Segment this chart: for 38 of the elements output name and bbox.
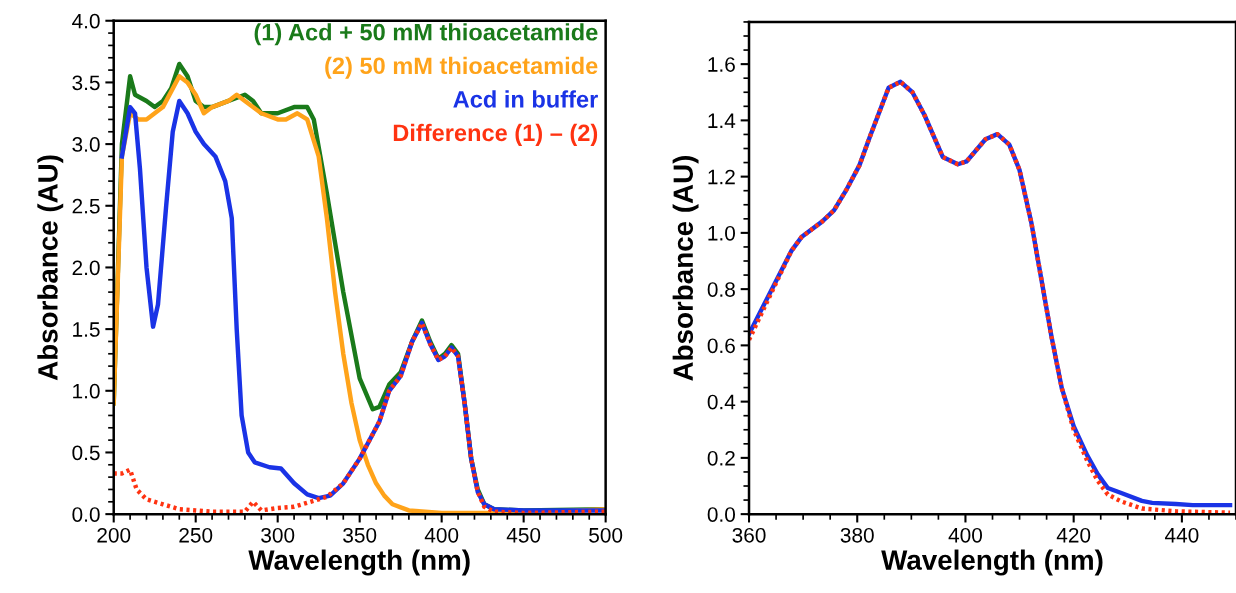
text: (1) Acd + 50 mM thioacetamide	[254, 23, 598, 46]
x-tick-label: 400	[948, 527, 983, 543]
x-tick-label: 440	[1164, 527, 1199, 543]
x-tick-label: 420	[1056, 527, 1091, 543]
y-tick-label: 4.0	[72, 13, 100, 29]
y-tick-label: 1.6	[708, 57, 735, 72]
y-tick-label: 2.5	[72, 198, 100, 214]
y-tick-label: 3.0	[72, 137, 100, 152]
y-tick-label: 0.8	[707, 282, 735, 297]
x-tick-label: 500	[589, 527, 623, 543]
y-tick-label: 2.0	[72, 260, 100, 276]
y-tick-label: 1.0	[708, 225, 736, 241]
y-tick-label: 1.0	[73, 383, 100, 399]
y-tick-label: 3.5	[72, 75, 100, 91]
y-tick-label: 0.2	[707, 450, 735, 466]
x-tick-label: 200	[97, 527, 131, 543]
y-tick-label: 0.0	[707, 507, 736, 522]
x-axis-title: Wavelength (nm)	[881, 549, 1103, 576]
y-tick-label: 0.0	[72, 507, 100, 522]
x-tick-label: 350	[343, 527, 377, 543]
text: Difference (1) – (2)	[393, 123, 598, 146]
y-tick-label: 1.5	[73, 322, 100, 337]
y-tick-label: 0.5	[72, 445, 100, 461]
x-tick-label: 380	[840, 527, 874, 543]
x-tick-label: 360	[732, 527, 766, 543]
x-tick-label: 450	[506, 527, 541, 543]
y-tick-label: 0.4	[707, 394, 736, 410]
series-label: (2) 50 mM thioacetamide	[325, 56, 598, 79]
x-tick-label: 400	[424, 527, 459, 543]
text: Acd in buffer	[453, 90, 598, 108]
x-axis-title: Wavelength (nm)	[248, 549, 470, 576]
x-tick-label: 250	[179, 527, 213, 543]
y-tick-label: 0.6	[707, 338, 735, 354]
y-tick-label: 1.4	[708, 113, 736, 128]
y-axis-title: Absorbance (AU)	[37, 155, 64, 381]
x-tick-label: 300	[261, 527, 295, 543]
y-tick-label: 1.2	[708, 169, 735, 185]
y-axis-title: Absorbance (AU)	[672, 155, 699, 381]
